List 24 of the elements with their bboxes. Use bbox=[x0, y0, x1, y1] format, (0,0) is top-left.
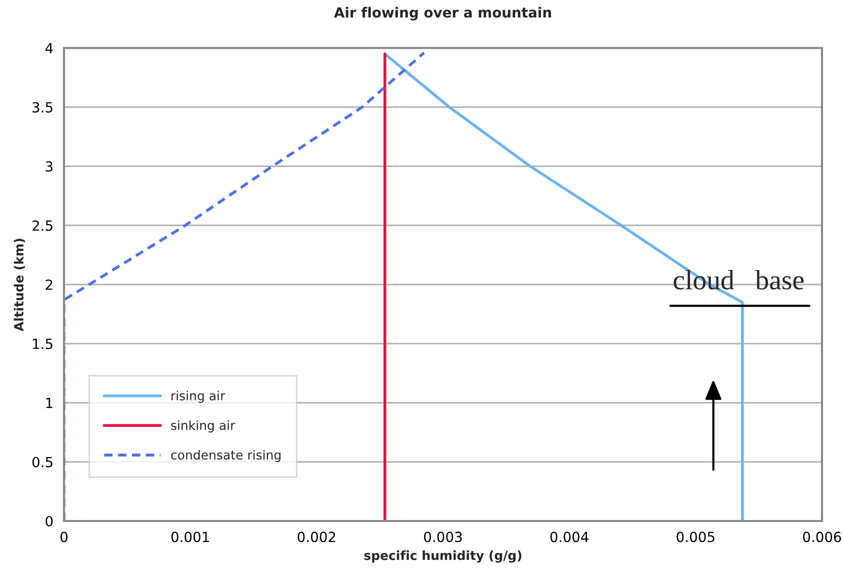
x-tick-label: 0.001 bbox=[171, 532, 209, 542]
x-tick-label: 0.006 bbox=[803, 532, 842, 542]
line-series bbox=[64, 51, 426, 521]
y-tick-label: 0.5 bbox=[32, 456, 52, 468]
legend-label: sinking air bbox=[171, 420, 236, 432]
y-tick-label: 2 bbox=[46, 279, 52, 290]
y-tick-label: 0 bbox=[46, 516, 53, 526]
line-series bbox=[383, 52, 744, 521]
y-axis-title: Altitude (km) bbox=[14, 238, 25, 332]
x-tick-label: 0.004 bbox=[550, 532, 588, 542]
legend-label: condensate rising bbox=[171, 450, 280, 462]
x-tick-label: 0.003 bbox=[424, 532, 462, 542]
x-axis-title: specific humidity (g/g) bbox=[364, 550, 522, 563]
y-tick-label: 3 bbox=[46, 161, 52, 172]
legend-label: rising air bbox=[172, 390, 226, 403]
y-tick-label: 3.5 bbox=[32, 102, 52, 113]
x-tick-label: 0 bbox=[60, 532, 68, 542]
y-tick-label: 4 bbox=[45, 43, 53, 54]
y-tick-label: 1.5 bbox=[33, 338, 52, 350]
x-tick-label: 0.002 bbox=[298, 532, 336, 542]
y-tick-label: 1 bbox=[46, 398, 52, 408]
x-tick-label: 0.005 bbox=[676, 532, 714, 542]
chart-title: Air flowing over a mountain bbox=[334, 6, 551, 20]
y-tick-label: 2.5 bbox=[32, 220, 52, 231]
